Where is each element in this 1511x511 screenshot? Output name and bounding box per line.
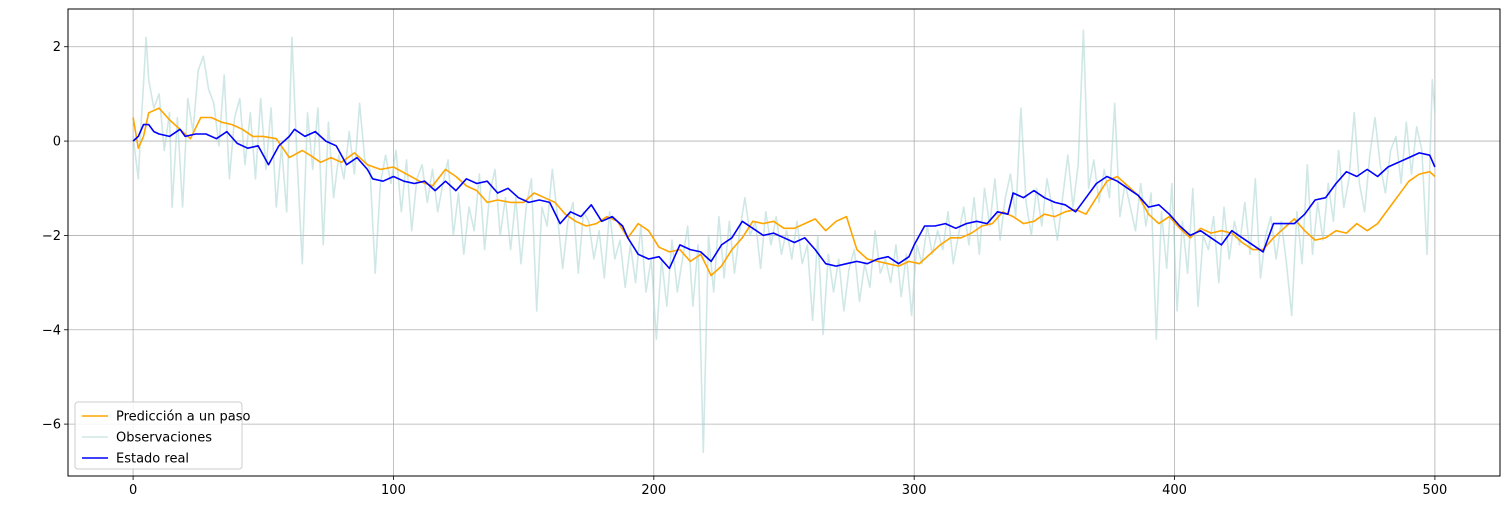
legend-entry-label: Observaciones [116,431,212,446]
y-tick-label: −2 [42,229,61,244]
axis-ticks: 0 100 200 300 400 500 2 0 −2 −4 −6 [42,40,1447,498]
legend-entry-label: Estado real [116,452,189,467]
y-tick-label: 0 [53,135,61,150]
legend: Predicción a un paso Observaciones Estado … [74,401,250,470]
x-tick-label: 200 [641,483,666,498]
legend-box [74,401,243,470]
x-tick-label: 400 [1162,483,1187,498]
plot-area-frame [67,8,1501,477]
series-layer [132,29,1436,454]
x-tick-label: 300 [902,483,927,498]
series-line-prediccion-a-un-paso [132,107,1436,277]
x-tick-label: 500 [1422,483,1447,498]
x-tick-label: 0 [129,483,137,498]
y-tick-label: −4 [42,323,61,338]
y-tick-label: −6 [42,418,61,433]
x-tick-label: 100 [381,483,406,498]
legend-entry-label: Predicción a un paso [116,410,250,425]
series-line-estado-real [132,123,1436,270]
y-tick-label: 2 [53,40,61,55]
